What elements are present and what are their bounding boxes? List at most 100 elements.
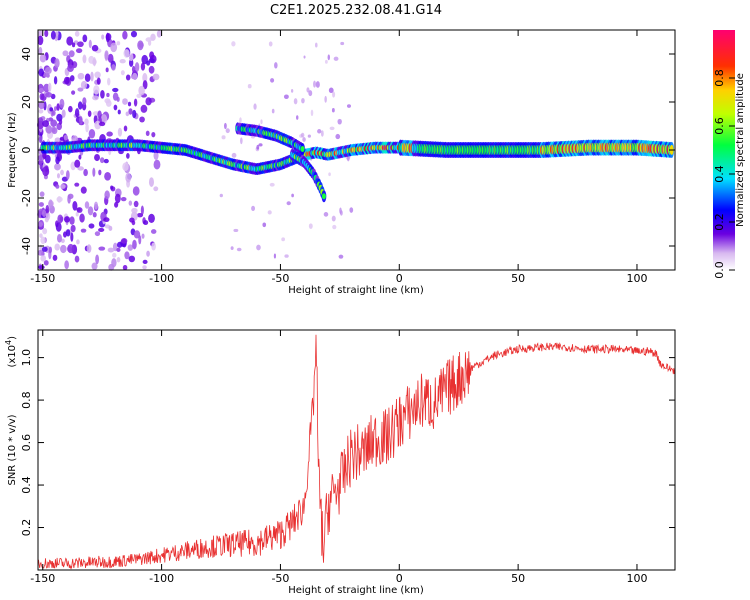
spectral-speckle: [60, 238, 65, 243]
spectral-speckle: [69, 216, 75, 225]
spectral-speckle: [76, 239, 80, 245]
spectral-speckle: [38, 68, 45, 77]
spectrogram-y-tick-label: 0: [20, 147, 33, 154]
spectral-speckle: [42, 120, 50, 128]
spectral-speckle: [39, 163, 43, 170]
spectral-speckle: [331, 107, 335, 113]
snr-frame: [37, 329, 676, 571]
spectral-speckle: [82, 54, 87, 64]
spectral-speckle: [38, 202, 44, 207]
spectral-speckle: [53, 106, 57, 112]
spectral-speckle: [273, 253, 277, 259]
spectral-speckle: [301, 98, 305, 104]
spectral-speckle: [219, 193, 223, 198]
spectral-speckle: [38, 265, 45, 270]
spectral-speckle: [87, 110, 92, 118]
spectral-speckle: [120, 237, 128, 244]
spectrogram-y-tick-label: 40: [20, 47, 33, 61]
spectral-speckle: [148, 65, 155, 74]
spectral-speckle: [221, 135, 226, 140]
spectral-speckle: [283, 94, 289, 99]
spectral-speckle: [284, 254, 289, 258]
spectral-speckle: [76, 207, 81, 212]
spectral-speckle: [140, 104, 148, 113]
spectral-speckle: [92, 212, 97, 218]
spectral-speckle: [67, 64, 74, 72]
spectral-speckle: [129, 53, 134, 62]
spectral-speckle: [153, 159, 161, 170]
spectral-speckle: [48, 199, 53, 209]
spectral-speckle: [71, 42, 76, 48]
spectrogram-x-tick-label: 0: [396, 272, 403, 285]
spectral-speckle: [60, 244, 67, 254]
spectral-speckle: [300, 132, 305, 138]
spectral-speckle: [77, 87, 84, 92]
spectral-speckle: [128, 108, 133, 115]
spectral-speckle: [112, 87, 119, 93]
snr-x-tick-label: -100: [149, 572, 174, 585]
spectral-speckle: [293, 98, 298, 105]
spectral-speckle: [105, 67, 109, 73]
spectral-speckle: [286, 201, 291, 206]
spectral-speckle: [74, 30, 80, 37]
spectral-speckle: [141, 233, 145, 239]
snr-x-tick-label: 0: [396, 572, 403, 585]
spectral-speckle: [74, 108, 80, 118]
spectral-speckle: [94, 231, 101, 237]
spectral-speckle: [54, 58, 60, 69]
spectral-speckle: [112, 242, 118, 252]
spectral-speckle: [66, 36, 74, 46]
spectral-speckle: [308, 90, 313, 97]
spectral-speckle: [64, 260, 69, 270]
spectral-speckle: [127, 244, 134, 251]
spectral-speckle: [43, 260, 49, 266]
spectrogram-y-ticks: -40 -20 0 20 40: [20, 47, 675, 255]
spectral-speckle: [131, 207, 138, 214]
spectrogram-x-tick-label: -100: [149, 272, 174, 285]
spectral-speckle: [69, 75, 75, 82]
spectral-speckle: [94, 120, 102, 130]
spectral-speckle: [92, 167, 96, 177]
spectral-speckle: [37, 222, 43, 227]
snr-x-tick-label: -150: [30, 572, 55, 585]
spectral-speckle: [148, 58, 155, 63]
spectral-speckle: [328, 87, 334, 94]
spectral-speckle: [38, 87, 45, 93]
spectral-speckle: [251, 205, 256, 211]
spectral-speckle: [112, 252, 117, 258]
spectral-speckle: [52, 254, 58, 261]
spectral-speckle: [55, 184, 60, 189]
spectral-speckle: [95, 254, 100, 265]
spectral-speckle: [104, 190, 110, 200]
spectral-speckle: [70, 224, 76, 233]
snr-x-tick-label: 50: [511, 572, 525, 585]
spectrogram-y-tick-label: 20: [20, 95, 33, 109]
spectrogram-x-tick-label: -50: [271, 272, 289, 285]
spectral-speckle: [60, 184, 66, 189]
spectral-speckle: [68, 50, 75, 58]
spectral-speckle: [97, 110, 102, 119]
spectral-speckle: [53, 76, 58, 85]
spectral-speckle: [339, 210, 343, 216]
spectral-speckle: [150, 229, 157, 234]
spectral-speckle: [256, 244, 261, 251]
spectral-speckle: [134, 62, 140, 72]
spectral-speckle: [349, 207, 354, 213]
spectral-speckle: [79, 213, 85, 223]
spectral-speckle: [153, 186, 159, 192]
spectral-speckle: [224, 122, 227, 130]
spectral-speckle: [40, 255, 47, 262]
spectral-speckle: [68, 105, 73, 113]
spectral-speckle: [74, 255, 80, 263]
spectral-speckle: [65, 229, 71, 237]
spectral-speckle: [50, 30, 56, 40]
snr-y-tick-label: 0.4: [20, 476, 33, 494]
spectral-speckle: [82, 97, 87, 106]
colorbar-tick-label: 0.2: [713, 213, 726, 231]
chart-title: C2E1.2025.232.08.41.G14: [270, 3, 442, 18]
spectral-speckle: [267, 210, 272, 215]
spectral-speckle: [138, 85, 145, 96]
spectral-speckle: [98, 227, 105, 232]
spectral-speckle: [132, 239, 137, 250]
spectral-speckle: [281, 237, 286, 242]
